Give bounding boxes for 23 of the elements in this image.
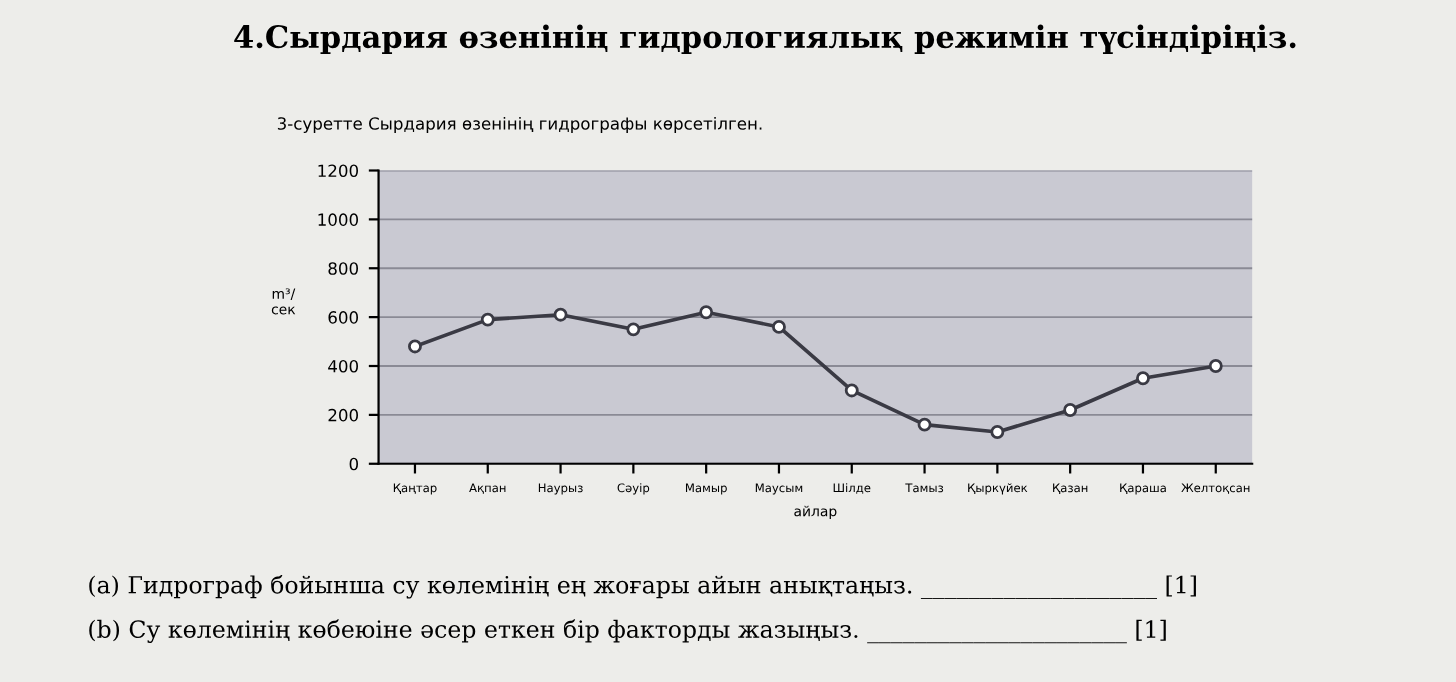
- point: [844, 383, 859, 398]
- point: [772, 319, 786, 334]
- point: [1208, 359, 1223, 373]
- y-tick-label: 400: [328, 359, 359, 373]
- text: (b) Су көлемінің көбеюіне әсер еткен бір факторды жазыңыз. ______________________ [1]: [89, 619, 1166, 644]
- text: (a) Гидрограф бойынша су көлемінің ең жоғары айын анықтаңыз. ____________________ [1]: [89, 575, 1196, 599]
- point: [699, 305, 714, 320]
- y-tick-label: 0: [349, 457, 359, 471]
- y-tick-label: 800: [328, 262, 359, 275]
- y-tick-label: 600: [328, 311, 359, 324]
- point: [1136, 371, 1150, 386]
- point: [990, 425, 1005, 439]
- point: [1063, 403, 1078, 417]
- y-tick-label: 200: [328, 408, 359, 422]
- chart-subtitle: 3-суретте Сырдария өзенінің гидрографы көрсетілген.: [277, 116, 762, 134]
- point: [480, 312, 495, 327]
- y-tick-label: 1000: [318, 213, 359, 226]
- chart-title: 4.Сырдария өзенінің гидрологиялық режимін түсіндіріңіз.: [234, 24, 1296, 55]
- point: [553, 307, 568, 322]
- point: [408, 339, 422, 354]
- point: [626, 322, 641, 337]
- y-tick-label: 1200: [318, 164, 359, 178]
- point: [917, 417, 932, 432]
